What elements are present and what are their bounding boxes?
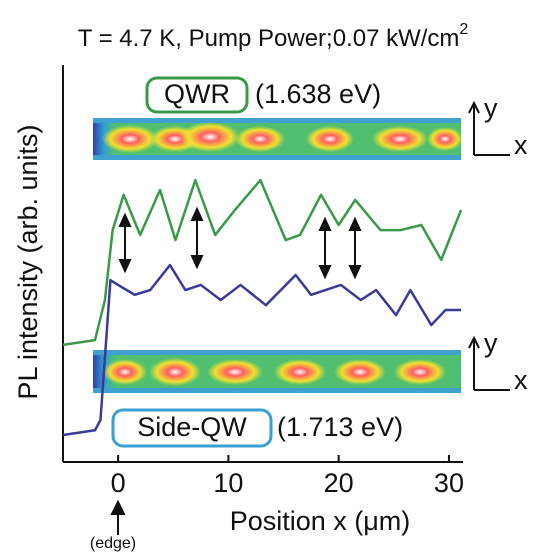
edge-arrow [112,502,124,535]
title-text: T = 4.7 K, Pump Power;0.07 kW/cm [78,25,460,52]
axes-glyph-bottom: y x [469,328,528,395]
side-energy: (1.713 eV) [277,412,403,442]
qwr-label: QWR [164,79,230,109]
axis-y-label: y [484,328,498,358]
x-tick-label: 20 [324,468,354,498]
qwr-energy: (1.638 eV) [255,79,381,109]
axes-glyph-top: y x [469,93,528,160]
x-axis-label: Position x (μm) [230,506,411,536]
axis-y-label: y [484,93,498,123]
axis-x-label: x [514,365,528,395]
double-arrows [120,209,360,277]
title-superscript: 2 [459,21,468,38]
heatmap-top [93,118,463,160]
x-tick-label: 30 [434,468,464,498]
edge-label: (edge) [90,535,136,552]
heatmap-bottom [93,350,461,393]
y-axis-label: PL intensity (arb. units) [13,124,43,399]
side-label: Side-QW [137,412,247,442]
chart: T = 4.7 K, Pump Power;0.07 kW/cm2 PL int… [0,0,547,560]
x-tick-label: 10 [213,468,243,498]
axis-x-label: x [514,130,528,160]
x-tick-label: 0 [111,468,126,498]
chart-title: T = 4.7 K, Pump Power;0.07 kW/cm2 [78,21,469,52]
page: {"chart_data": {"type": "line", "title":… [0,0,547,560]
